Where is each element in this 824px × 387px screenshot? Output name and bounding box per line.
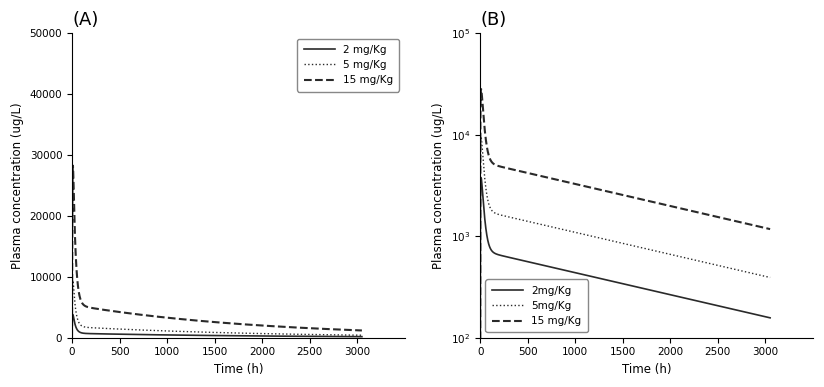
15 mg/Kg	[241, 322, 250, 327]
5mg/Kg	[475, 385, 485, 387]
2mg/Kg	[528, 260, 538, 265]
Line: 2mg/Kg: 2mg/Kg	[480, 178, 770, 387]
5mg/Kg	[664, 252, 674, 256]
2 mg/Kg	[119, 332, 129, 337]
5mg/Kg	[476, 135, 486, 140]
2mg/Kg	[765, 315, 775, 320]
15 mg/Kg	[664, 203, 674, 208]
Legend: 2mg/Kg, 5mg/Kg, 15 mg/Kg: 2mg/Kg, 5mg/Kg, 15 mg/Kg	[485, 279, 588, 332]
15 mg/Kg	[691, 210, 701, 214]
5 mg/Kg	[67, 335, 77, 340]
15 mg/Kg	[476, 87, 486, 91]
2 mg/Kg	[241, 334, 250, 338]
2mg/Kg	[476, 175, 486, 180]
15 mg/Kg	[306, 326, 316, 330]
15 mg/Kg	[586, 185, 596, 190]
Line: 15 mg/Kg: 15 mg/Kg	[480, 89, 770, 339]
2mg/Kg	[714, 303, 723, 308]
Y-axis label: Plasma concentration (ug/L): Plasma concentration (ug/L)	[11, 102, 24, 269]
5mg/Kg	[765, 275, 775, 280]
15 mg/Kg	[68, 163, 77, 168]
15 mg/Kg	[119, 310, 129, 315]
2mg/Kg	[691, 298, 701, 303]
5 mg/Kg	[241, 331, 250, 336]
Line: 5mg/Kg: 5mg/Kg	[480, 137, 770, 387]
15 mg/Kg	[765, 227, 775, 231]
2 mg/Kg	[283, 334, 293, 339]
X-axis label: Time (h): Time (h)	[213, 363, 263, 376]
2 mg/Kg	[68, 312, 77, 317]
2 mg/Kg	[67, 335, 77, 340]
15 mg/Kg	[255, 323, 265, 328]
15 mg/Kg	[178, 317, 188, 322]
5mg/Kg	[586, 234, 596, 238]
2mg/Kg	[664, 292, 674, 297]
15 mg/Kg	[475, 337, 485, 341]
Y-axis label: Plasma concentration (ug/L): Plasma concentration (ug/L)	[433, 102, 446, 269]
Text: (B): (B)	[480, 11, 507, 29]
15 mg/Kg	[714, 215, 723, 219]
5mg/Kg	[649, 248, 659, 253]
2 mg/Kg	[255, 334, 265, 338]
5 mg/Kg	[306, 332, 316, 337]
5mg/Kg	[714, 263, 723, 268]
5mg/Kg	[691, 258, 701, 263]
Text: (A): (A)	[72, 11, 98, 29]
15 mg/Kg	[67, 335, 77, 339]
2 mg/Kg	[357, 334, 367, 339]
X-axis label: Time (h): Time (h)	[622, 363, 672, 376]
5 mg/Kg	[255, 331, 265, 336]
5 mg/Kg	[357, 333, 367, 337]
5mg/Kg	[528, 220, 538, 225]
15 mg/Kg	[283, 325, 293, 329]
15 mg/Kg	[528, 172, 538, 176]
2 mg/Kg	[178, 333, 188, 337]
5 mg/Kg	[119, 327, 129, 332]
5 mg/Kg	[68, 278, 77, 283]
5 mg/Kg	[283, 332, 293, 336]
15 mg/Kg	[649, 200, 659, 205]
5 mg/Kg	[178, 329, 188, 334]
15 mg/Kg	[357, 328, 367, 333]
2mg/Kg	[586, 274, 596, 279]
Line: 5 mg/Kg: 5 mg/Kg	[72, 280, 362, 337]
Line: 15 mg/Kg: 15 mg/Kg	[72, 166, 362, 337]
Line: 2 mg/Kg: 2 mg/Kg	[72, 315, 362, 337]
Legend: 2 mg/Kg, 5 mg/Kg, 15 mg/Kg: 2 mg/Kg, 5 mg/Kg, 15 mg/Kg	[297, 39, 400, 92]
2mg/Kg	[649, 289, 659, 293]
2 mg/Kg	[306, 334, 316, 339]
